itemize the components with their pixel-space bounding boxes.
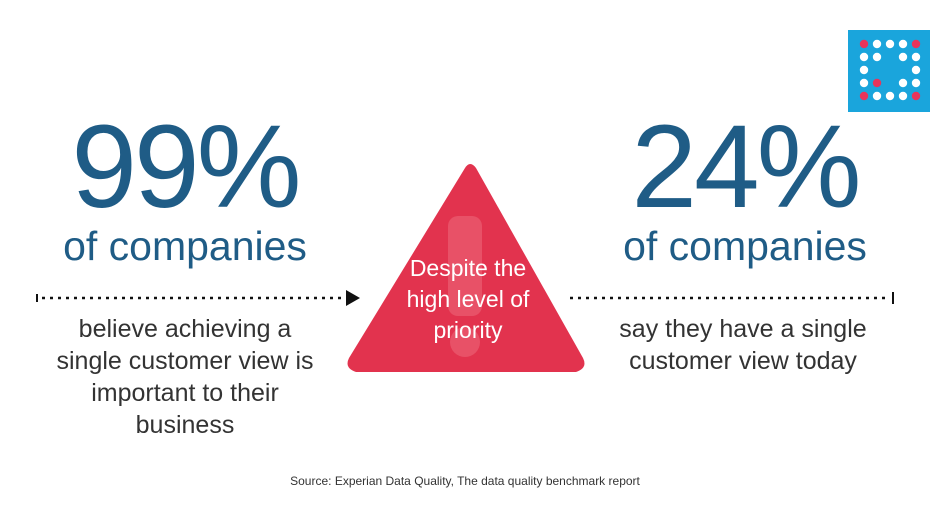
- dot-matrix-logo-icon: [848, 30, 930, 112]
- warning-text: Despite the high level of priority: [406, 255, 530, 343]
- source-caption: Source: Experian Data Quality, The data …: [290, 474, 640, 488]
- arrow-head-icon: [346, 290, 360, 306]
- left-stat-description: believe achieving a single customer view…: [56, 315, 314, 439]
- left-stat-value: 99%: [71, 101, 301, 233]
- exclamation-bar-icon: [448, 216, 482, 316]
- left-stat-label: of companies: [63, 223, 307, 269]
- right-stat-label: of companies: [623, 223, 867, 269]
- exclamation-dot-icon: [450, 327, 480, 357]
- right-stat-value: 24%: [631, 101, 861, 233]
- right-stat-description: say they have a single customer view tod…: [619, 315, 867, 375]
